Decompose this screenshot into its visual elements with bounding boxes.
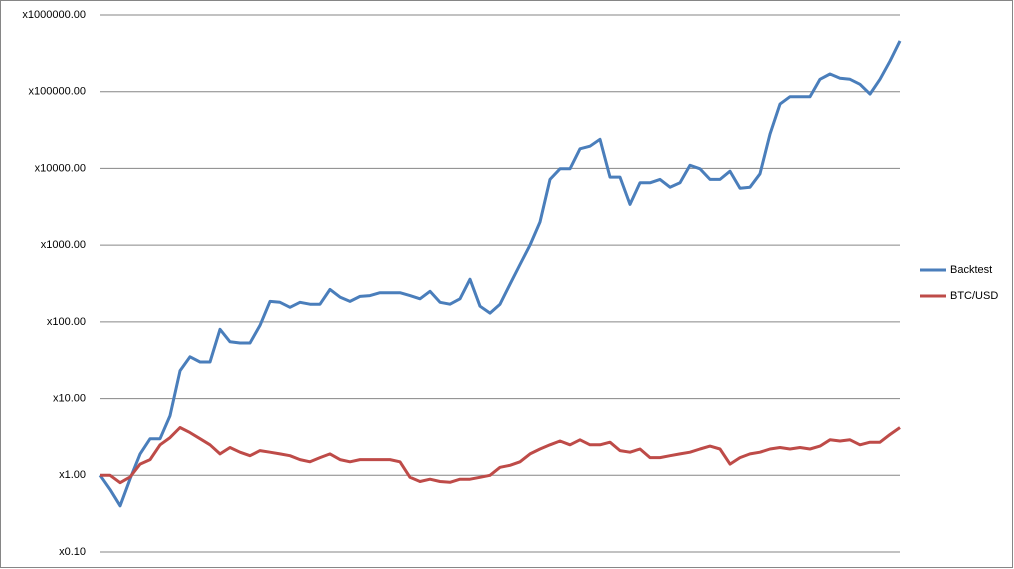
line-series: [100, 426, 901, 485]
y-tick-label: x10.00: [53, 392, 86, 404]
y-tick-label: x100.00: [47, 316, 86, 328]
legend-label: BTC/USD: [950, 290, 998, 302]
y-tick-label: x100000.00: [29, 86, 87, 98]
y-tick-label: x10000.00: [35, 162, 86, 174]
y-tick-label: x0.10: [59, 546, 86, 558]
y-tick-label: x1.00: [59, 469, 86, 481]
y-tick-label: x1000000.00: [22, 9, 86, 21]
y-tick-label: x1000.00: [41, 239, 86, 251]
legend-label: Backtest: [950, 264, 992, 276]
line-series: [98, 40, 902, 508]
